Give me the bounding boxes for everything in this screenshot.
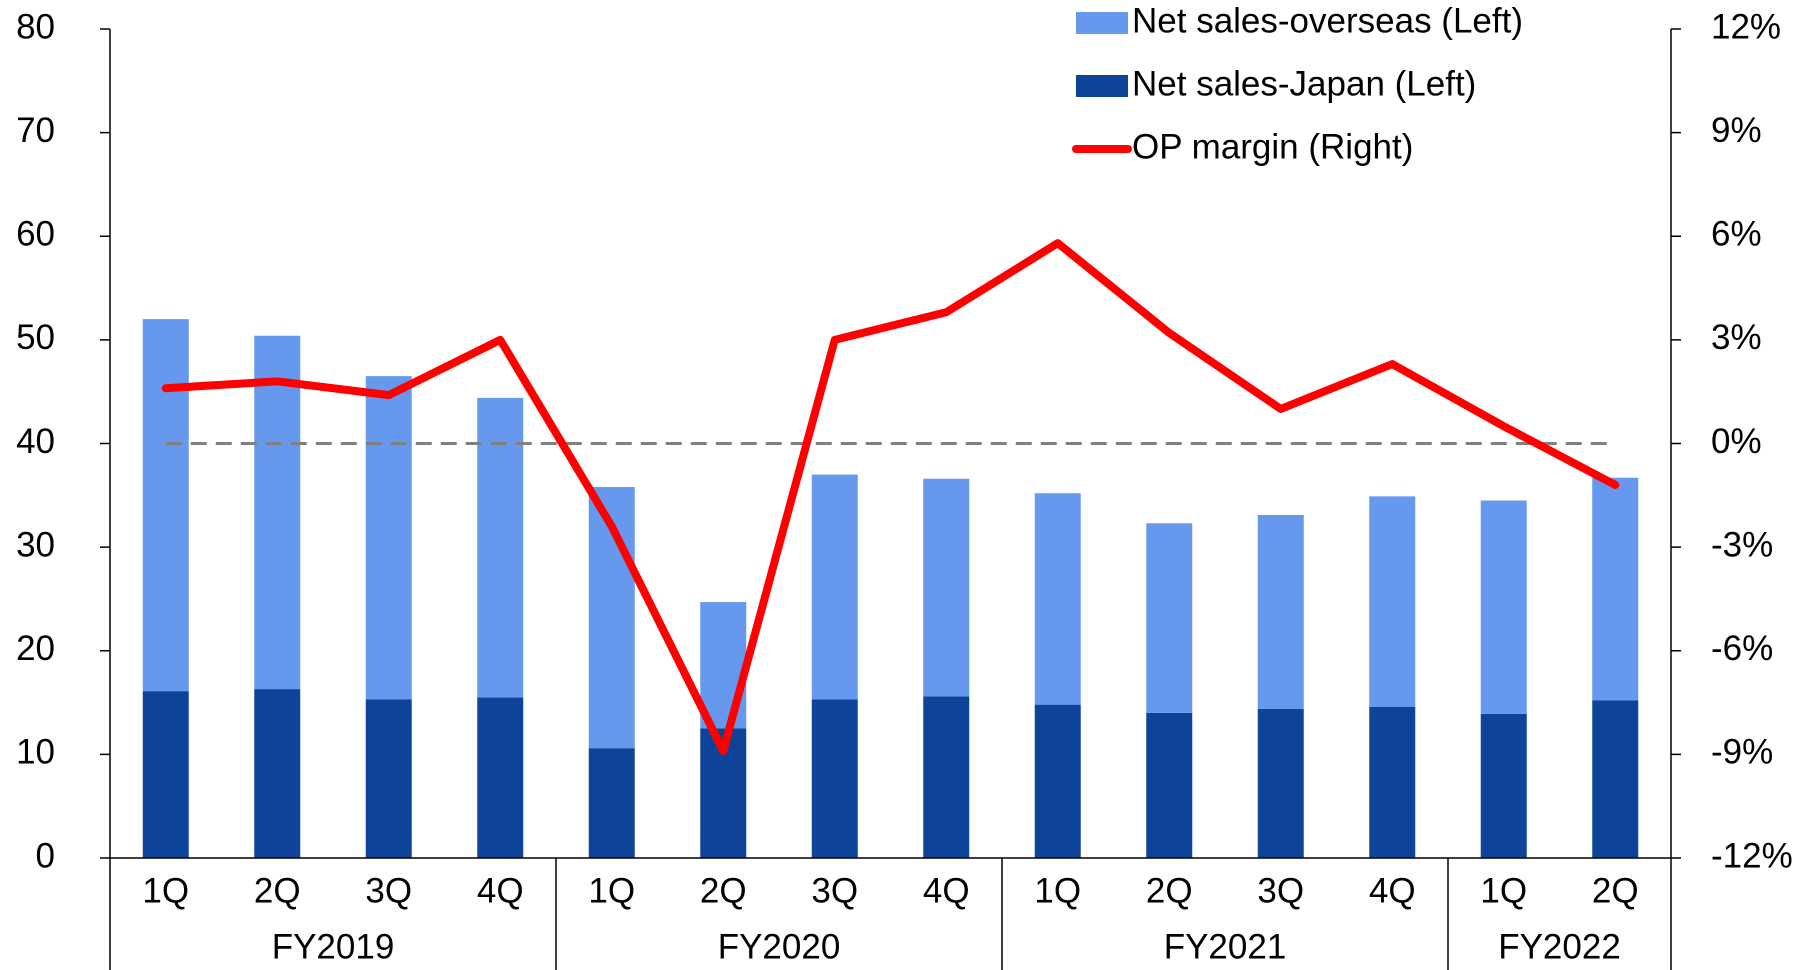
line — [161, 239, 1620, 755]
y-tick-label: 50 — [16, 318, 55, 357]
y-tick-label: 80 — [16, 7, 55, 46]
x-tick-label: 3Q — [811, 871, 858, 910]
bar — [588, 748, 635, 858]
bar — [923, 696, 970, 858]
bar — [365, 699, 412, 858]
legend-label: Net sales-overseas (Left) — [1132, 1, 1523, 40]
group-label: FY2022 — [1498, 927, 1621, 966]
y2-tick-label: -3% — [1711, 525, 1773, 564]
bar — [923, 478, 970, 697]
bar — [1034, 704, 1081, 858]
y2-tick-label: 0% — [1711, 422, 1762, 461]
legend-label: Net sales-Japan (Left) — [1132, 64, 1476, 103]
x-tick-label: 2Q — [1146, 871, 1193, 910]
y-tick-label: 70 — [16, 111, 55, 150]
y2-tick-label: 6% — [1711, 215, 1762, 254]
x-tick-label: 4Q — [477, 871, 524, 910]
x-tick-label: 1Q — [1034, 871, 1081, 910]
bar — [365, 376, 412, 700]
bar — [811, 474, 858, 700]
group-label: FY2019 — [272, 927, 395, 966]
bar — [1146, 523, 1193, 713]
bar — [1034, 493, 1081, 705]
x-tick-label: 1Q — [1480, 871, 1527, 910]
bar — [1592, 700, 1639, 858]
y2-tick-label: 3% — [1711, 318, 1762, 357]
group-label: FY2021 — [1164, 927, 1287, 966]
bar — [254, 335, 301, 690]
bar — [1257, 708, 1304, 858]
bar — [142, 319, 189, 692]
y-tick-label: 30 — [16, 525, 55, 564]
y2-tick-label: -6% — [1711, 629, 1773, 668]
y-tick-label: 10 — [16, 733, 55, 772]
y2-tick-label: 9% — [1711, 111, 1762, 150]
bar — [142, 691, 189, 858]
y-tick-label: 40 — [16, 422, 55, 461]
x-tick-label: 1Q — [588, 871, 635, 910]
y2-tick-label: 12% — [1711, 7, 1781, 46]
bar — [1369, 706, 1416, 858]
y2-tick-label: -9% — [1711, 733, 1773, 772]
x-tick-label: 1Q — [142, 871, 189, 910]
y-tick-label: 0 — [36, 836, 55, 875]
bar — [1257, 515, 1304, 709]
bar — [1146, 712, 1193, 858]
x-tick-label: 4Q — [1369, 871, 1416, 910]
legend-label: OP margin (Right) — [1132, 127, 1413, 166]
bar — [700, 602, 747, 729]
x-tick-label: 2Q — [254, 871, 301, 910]
bar — [1480, 713, 1527, 858]
bar — [1369, 496, 1416, 707]
bar — [1592, 477, 1639, 701]
y2-tick-label: -12% — [1711, 836, 1793, 875]
x-tick-label: 3Q — [365, 871, 412, 910]
legend-swatch — [1076, 75, 1128, 97]
bar — [1480, 500, 1527, 714]
bar — [477, 697, 524, 858]
x-tick-label: 3Q — [1257, 871, 1304, 910]
y-tick-label: 60 — [16, 215, 55, 254]
y-tick-label: 20 — [16, 629, 55, 668]
bar — [811, 699, 858, 858]
x-tick-label: 2Q — [700, 871, 747, 910]
bar — [477, 397, 524, 698]
x-tick-label: 2Q — [1592, 871, 1639, 910]
x-tick-label: 4Q — [923, 871, 970, 910]
legend-swatch — [1076, 12, 1128, 34]
group-label: FY2020 — [718, 927, 841, 966]
bar — [254, 689, 301, 858]
